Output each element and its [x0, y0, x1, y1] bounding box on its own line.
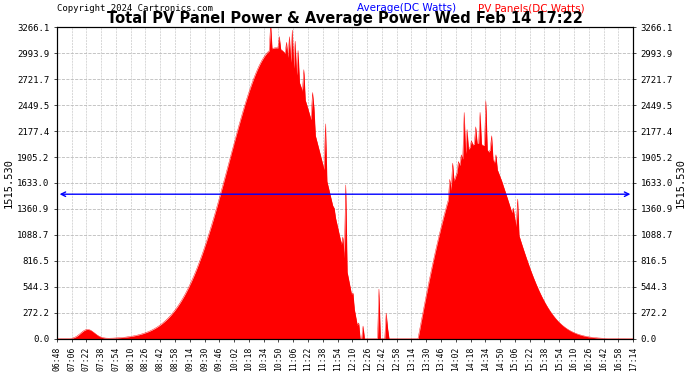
Y-axis label: 1515.530: 1515.530: [4, 158, 14, 208]
Text: Average(DC Watts): Average(DC Watts): [357, 3, 455, 13]
Text: PV Panels(DC Watts): PV Panels(DC Watts): [477, 3, 584, 13]
Text: Copyright 2024 Cartronics.com: Copyright 2024 Cartronics.com: [57, 4, 213, 13]
Title: Total PV Panel Power & Average Power Wed Feb 14 17:22: Total PV Panel Power & Average Power Wed…: [107, 11, 583, 26]
Y-axis label: 1515.530: 1515.530: [676, 158, 686, 208]
